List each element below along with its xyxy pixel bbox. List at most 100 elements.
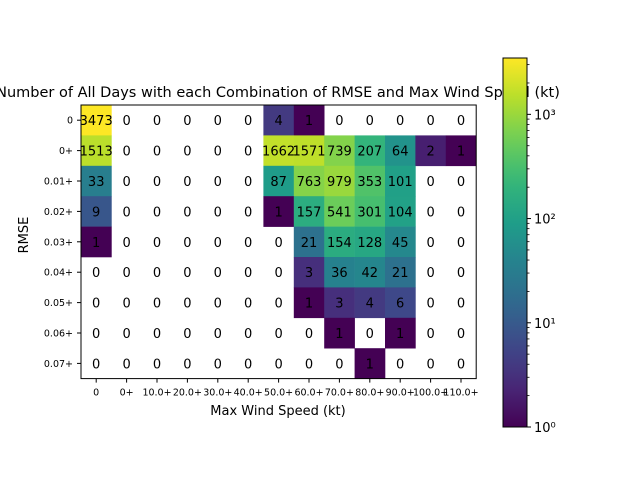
y-tick-label: 0.04+ bbox=[44, 268, 73, 279]
cell-value-label: 0 bbox=[183, 145, 191, 160]
heatmap-cell bbox=[324, 196, 355, 227]
heatmap-cell bbox=[81, 105, 112, 136]
cell-value-label: 0 bbox=[244, 175, 252, 190]
heatmap-cell bbox=[385, 165, 416, 197]
heatmap-cell bbox=[293, 257, 325, 288]
cell-value-label: 0 bbox=[274, 297, 282, 312]
heatmap-cell bbox=[385, 257, 416, 288]
cell-value-label: 0 bbox=[214, 266, 222, 281]
cell-value-label: 0 bbox=[214, 175, 222, 190]
cell-value-label: 0 bbox=[92, 327, 100, 342]
cell-value-label: 0 bbox=[244, 266, 252, 281]
cell-value-label: 1 bbox=[92, 236, 100, 251]
x-tick-label: 20.0+ bbox=[173, 388, 202, 399]
cell-value-label: 0 bbox=[274, 236, 282, 251]
cell-value-label: 739 bbox=[327, 145, 352, 160]
cell-value-label: 0 bbox=[183, 175, 191, 190]
heatmap-cell bbox=[324, 226, 355, 258]
cell-value-label: 0 bbox=[335, 357, 343, 372]
cell-value-label: 0 bbox=[457, 327, 465, 342]
heatmap-cell bbox=[354, 226, 386, 258]
cell-value-label: 0 bbox=[153, 175, 161, 190]
cell-value-label: 9 bbox=[92, 205, 100, 220]
cell-value-label: 1 bbox=[366, 357, 374, 372]
cell-value-label: 3 bbox=[335, 297, 343, 312]
heatmap-cell bbox=[324, 257, 355, 288]
cell-value-label: 0 bbox=[122, 236, 130, 251]
heatmap-cell bbox=[293, 135, 325, 167]
heatmap-cell bbox=[324, 287, 355, 319]
cell-value-label: 0 bbox=[457, 266, 465, 281]
heatmap-cell bbox=[81, 226, 112, 258]
cell-value-label: 0 bbox=[153, 266, 161, 281]
cell-value-label: 979 bbox=[327, 175, 352, 190]
cell-value-label: 0 bbox=[244, 357, 252, 372]
cell-value-label: 0 bbox=[122, 175, 130, 190]
heatmap-cell bbox=[354, 287, 386, 319]
heatmap-cell bbox=[385, 287, 416, 319]
cell-value-label: 45 bbox=[392, 236, 409, 251]
cell-value-label: 0 bbox=[244, 236, 252, 251]
cell-value-label: 0 bbox=[214, 327, 222, 342]
cell-value-label: 1 bbox=[457, 145, 465, 160]
cell-value-label: 0 bbox=[426, 297, 434, 312]
cell-value-label: 0 bbox=[457, 205, 465, 220]
cell-value-label: 1 bbox=[335, 327, 343, 342]
y-tick-label: 0.07+ bbox=[44, 359, 73, 370]
cell-value-label: 4 bbox=[366, 297, 374, 312]
cell-value-label: 0 bbox=[457, 236, 465, 251]
heatmap-cell bbox=[263, 135, 295, 167]
cell-value-label: 101 bbox=[388, 175, 413, 190]
heatmap-cell bbox=[385, 317, 416, 349]
heatmap-cell bbox=[385, 135, 416, 167]
heatmap-cell bbox=[354, 257, 386, 288]
x-axis-label: Max Wind Speed (kt) bbox=[210, 404, 345, 419]
x-tick-label: 110.0+ bbox=[443, 388, 478, 399]
cell-value-label: 0 bbox=[396, 114, 404, 129]
cell-value-label: 0 bbox=[153, 327, 161, 342]
cell-value-label: 0 bbox=[214, 205, 222, 220]
cell-value-label: 0 bbox=[274, 266, 282, 281]
cell-value-label: 0 bbox=[183, 266, 191, 281]
cell-value-label: 0 bbox=[366, 114, 374, 129]
y-axis-label: RMSE bbox=[17, 217, 32, 254]
heatmap-cell bbox=[354, 165, 386, 197]
cell-value-label: 0 bbox=[244, 145, 252, 160]
cell-value-label: 0 bbox=[305, 327, 313, 342]
chart-title: Number of All Days with each Combination… bbox=[0, 85, 560, 101]
cell-value-label: 0 bbox=[153, 357, 161, 372]
heatmap-cell bbox=[81, 165, 112, 197]
x-axis-ticks: 0 0+ 10.0+ 20.0+ 30.0+ 40.0+ 50.0+ 60.0+ 70.0+ 80… bbox=[93, 378, 479, 399]
y-tick-label: 0.03+ bbox=[44, 237, 73, 248]
heatmap-cell bbox=[324, 317, 355, 349]
cell-value-label: 1513 bbox=[80, 145, 113, 160]
cell-value-label: 87 bbox=[270, 175, 287, 190]
cell-value-label: 0 bbox=[183, 357, 191, 372]
x-tick-label: 80.0+ bbox=[355, 388, 384, 399]
cell-value-label: 0 bbox=[366, 327, 374, 342]
colorbar-tick-label: 10⁰ bbox=[534, 421, 556, 436]
cell-value-label: 1 bbox=[305, 297, 313, 312]
cell-value-label: 157 bbox=[297, 205, 322, 220]
cell-value-label: 0 bbox=[214, 236, 222, 251]
cell-value-label: 1 bbox=[305, 114, 313, 129]
y-tick-label: 0 bbox=[67, 116, 73, 127]
cell-value-label: 1 bbox=[396, 327, 404, 342]
cell-value-label: 0 bbox=[396, 357, 404, 372]
cell-value-label: 0 bbox=[122, 327, 130, 342]
heatmap-cell bbox=[445, 135, 477, 167]
cell-value-label: 104 bbox=[388, 205, 413, 220]
cell-value-label: 207 bbox=[357, 145, 382, 160]
cell-value-label: 0 bbox=[426, 175, 434, 190]
cell-value-label: 1662 bbox=[262, 145, 295, 160]
heatmap-cell bbox=[415, 135, 447, 167]
cell-value-label: 0 bbox=[457, 175, 465, 190]
heatmap-cell bbox=[293, 287, 325, 319]
cell-value-label: 0 bbox=[244, 327, 252, 342]
cell-value-label: 154 bbox=[327, 236, 352, 251]
cell-value-label: 0 bbox=[122, 114, 130, 129]
y-axis-ticks: 0 0+ 0.01+ 0.02+ 0.03+ 0.04+ 0.05+ 0.06+ 0.07+ bbox=[44, 116, 81, 370]
y-tick-label: 0.02+ bbox=[44, 207, 73, 218]
